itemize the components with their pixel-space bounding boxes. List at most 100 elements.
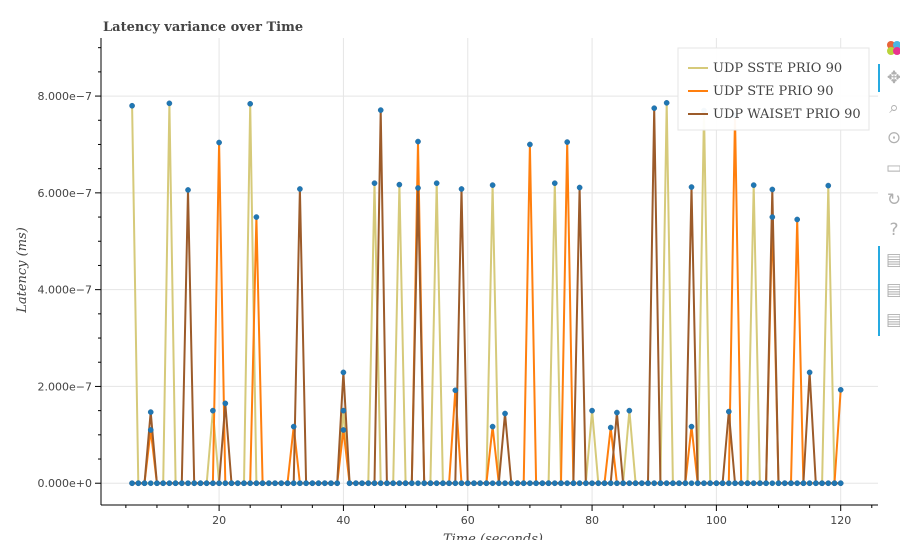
data-point (340, 369, 347, 376)
x-tick-label: 20 (212, 514, 226, 527)
data-point (626, 480, 633, 487)
data-point (315, 480, 322, 487)
data-point (446, 480, 452, 487)
hover-icon[interactable]: ▤ (885, 280, 900, 300)
data-point (259, 480, 266, 487)
legend-entry: UDP STE PRIO 90 (713, 84, 833, 99)
data-point (253, 214, 260, 220)
data-point (663, 99, 670, 106)
data-point (651, 105, 658, 112)
axes: 20 40 60 80 100 120 0.000e+0 2.000e−7 4.000e−7 6.… (38, 38, 878, 527)
data-point (154, 480, 160, 487)
data-point (371, 180, 378, 187)
y-tick-label: 8.000e−7 (38, 90, 92, 103)
data-point (272, 480, 278, 487)
data-point (377, 480, 384, 487)
data-point (166, 480, 173, 487)
data-point (539, 480, 546, 487)
data-point (415, 138, 421, 145)
data-point (402, 480, 409, 487)
reset-icon[interactable]: ↻ (886, 190, 900, 210)
pan-icon[interactable]: ✥ (886, 68, 900, 88)
data-point (483, 480, 490, 487)
data-point (408, 480, 415, 487)
wheel-zoom-icon[interactable]: ⊙ (886, 128, 900, 148)
x-tick-label: 40 (336, 514, 350, 527)
x-tick-label: 100 (706, 514, 727, 527)
data-point (471, 480, 477, 487)
data-point (707, 480, 714, 487)
data-point (769, 186, 776, 193)
data-point (172, 480, 179, 487)
help-icon[interactable]: ? (889, 220, 899, 240)
data-point (427, 480, 434, 487)
data-point (340, 427, 347, 433)
bokeh-logo-icon[interactable] (884, 38, 900, 58)
data-point (297, 186, 303, 192)
data-point (346, 480, 353, 487)
data-point (216, 139, 222, 146)
data-point (495, 480, 502, 487)
x-axis-label: Time (seconds) (443, 532, 543, 540)
data-point (719, 480, 726, 487)
data-point (632, 480, 639, 487)
chart-title: Latency variance over Time (103, 20, 303, 35)
data-point (241, 480, 247, 487)
data-point (769, 480, 776, 487)
data-point (775, 480, 782, 487)
data-point (396, 480, 403, 487)
data-point (763, 480, 769, 487)
marker-layer (129, 99, 844, 487)
data-point (222, 400, 229, 407)
toolbar-active-indicator (878, 64, 880, 92)
data-point (781, 480, 788, 487)
data-point (359, 480, 365, 487)
data-point (464, 480, 471, 487)
y-tick-label: 2.000e−7 (38, 380, 92, 393)
plot-toolbar: ✥ ⌕ ⊙ ▭ ↻ ? ▤ ▤ ▤ (878, 36, 900, 346)
data-point (769, 214, 776, 220)
data-point (831, 480, 838, 487)
data-point (682, 480, 689, 487)
data-point (800, 480, 807, 487)
data-point (694, 480, 701, 487)
data-point (502, 410, 508, 417)
data-point (222, 480, 229, 487)
data-point (334, 480, 341, 487)
data-point (688, 423, 695, 430)
data-point (819, 480, 825, 487)
data-point (725, 480, 732, 487)
hover-icon[interactable]: ▤ (885, 250, 900, 270)
data-point (626, 407, 633, 414)
data-point (527, 141, 533, 148)
data-point (321, 480, 328, 487)
data-point (160, 480, 167, 487)
data-point (253, 480, 260, 487)
save-icon[interactable]: ▭ (885, 158, 900, 178)
data-point (713, 480, 720, 487)
data-point (390, 480, 397, 487)
box-zoom-icon[interactable]: ⌕ (889, 98, 899, 118)
data-point (458, 480, 465, 487)
data-point (477, 480, 484, 487)
data-point (837, 480, 844, 487)
data-point (527, 480, 533, 487)
data-point (440, 480, 446, 487)
data-point (129, 102, 135, 109)
data-point (508, 480, 515, 487)
data-point (415, 480, 421, 487)
data-point (210, 480, 216, 487)
data-point (582, 480, 589, 487)
data-point (651, 480, 658, 487)
data-point (701, 480, 707, 487)
hover-icon[interactable]: ▤ (885, 310, 900, 330)
data-point (216, 480, 222, 487)
data-point (489, 480, 496, 487)
data-point (744, 480, 751, 487)
data-point (284, 480, 291, 487)
x-tick-label: 120 (830, 514, 851, 527)
data-point (452, 387, 459, 394)
data-point (433, 480, 440, 487)
data-point (825, 182, 832, 189)
data-point (421, 480, 428, 487)
